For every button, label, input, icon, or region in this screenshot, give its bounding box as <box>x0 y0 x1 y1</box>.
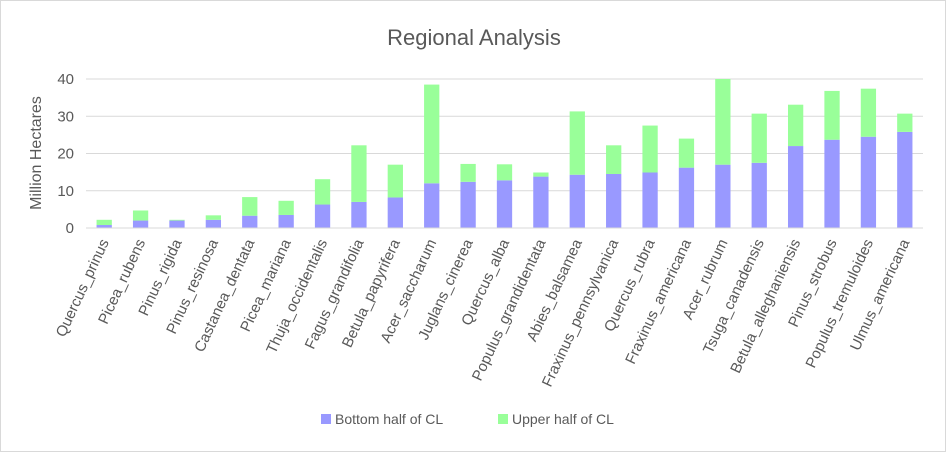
y-tick-label: 20 <box>57 146 74 163</box>
bar-upper-half <box>751 113 767 163</box>
bar-bottom-half <box>897 131 913 228</box>
y-tick-label: 30 <box>57 108 74 125</box>
legend-label: Upper half of CL <box>512 411 614 427</box>
bar-bottom-half <box>824 139 840 228</box>
bar-bottom-half <box>387 197 403 228</box>
bar-bottom-half <box>351 201 367 228</box>
bar-bottom-half <box>424 183 440 228</box>
bar-upper-half <box>860 88 877 137</box>
bar-upper-half <box>606 145 622 174</box>
bar-bottom-half <box>751 162 767 228</box>
bar-bottom-half <box>278 214 294 228</box>
chart-title: Regional Analysis <box>387 25 561 50</box>
y-tick-label: 0 <box>66 220 74 237</box>
bar-bottom-half <box>460 181 476 228</box>
bar-upper-half <box>460 163 476 182</box>
bar-upper-half <box>169 219 185 221</box>
bar-bottom-half <box>242 215 258 228</box>
bar-upper-half <box>242 197 258 216</box>
bar-upper-half <box>387 164 403 198</box>
bar-upper-half <box>569 111 585 175</box>
bar-bottom-half <box>533 176 549 228</box>
bars <box>96 79 913 228</box>
legend-label: Bottom half of CL <box>335 411 443 427</box>
bar-upper-half <box>205 215 222 220</box>
bar-bottom-half <box>205 219 222 228</box>
bar-upper-half <box>787 104 804 147</box>
bar-upper-half <box>278 200 294 215</box>
legend-swatch <box>498 414 508 424</box>
bar-bottom-half <box>678 167 695 228</box>
bar-bottom-half <box>314 204 331 228</box>
y-tick-label: 40 <box>57 71 74 88</box>
bar-upper-half <box>678 138 695 168</box>
legend: Bottom half of CL Upper half of CL <box>321 411 614 427</box>
bar-upper-half <box>715 79 731 165</box>
bar-upper-half <box>132 210 149 221</box>
y-tick-label: 10 <box>57 183 74 200</box>
y-axis-ticks: 0 10 20 30 40 <box>57 71 74 237</box>
bar-upper-half <box>642 125 658 173</box>
bar-upper-half <box>314 179 331 205</box>
bar-bottom-half <box>569 174 585 228</box>
bar-upper-half <box>496 164 513 181</box>
bar-bottom-half <box>860 136 877 228</box>
bar-bottom-half <box>715 164 731 228</box>
bar-bottom-half <box>787 146 804 228</box>
bar-bottom-half <box>606 173 622 228</box>
bar-upper-half <box>533 172 549 177</box>
bar-bottom-half <box>132 220 149 228</box>
bar-bottom-half <box>642 172 658 228</box>
bar-upper-half <box>424 84 440 184</box>
bar-upper-half <box>897 113 913 132</box>
bar-upper-half <box>824 90 840 140</box>
y-axis-label: Million Hectares <box>28 96 45 210</box>
x-axis-ticks: Quercus_prinusPicea_rubensPinus_rigidaPi… <box>53 236 914 390</box>
bar-bottom-half <box>169 220 185 228</box>
bar-upper-half <box>96 219 112 226</box>
legend-swatch <box>321 414 331 424</box>
bar-upper-half <box>351 145 367 202</box>
x-tick-label: Fraxinus_americana <box>622 236 695 367</box>
bar-bottom-half <box>96 225 112 228</box>
bar-bottom-half <box>496 180 513 228</box>
